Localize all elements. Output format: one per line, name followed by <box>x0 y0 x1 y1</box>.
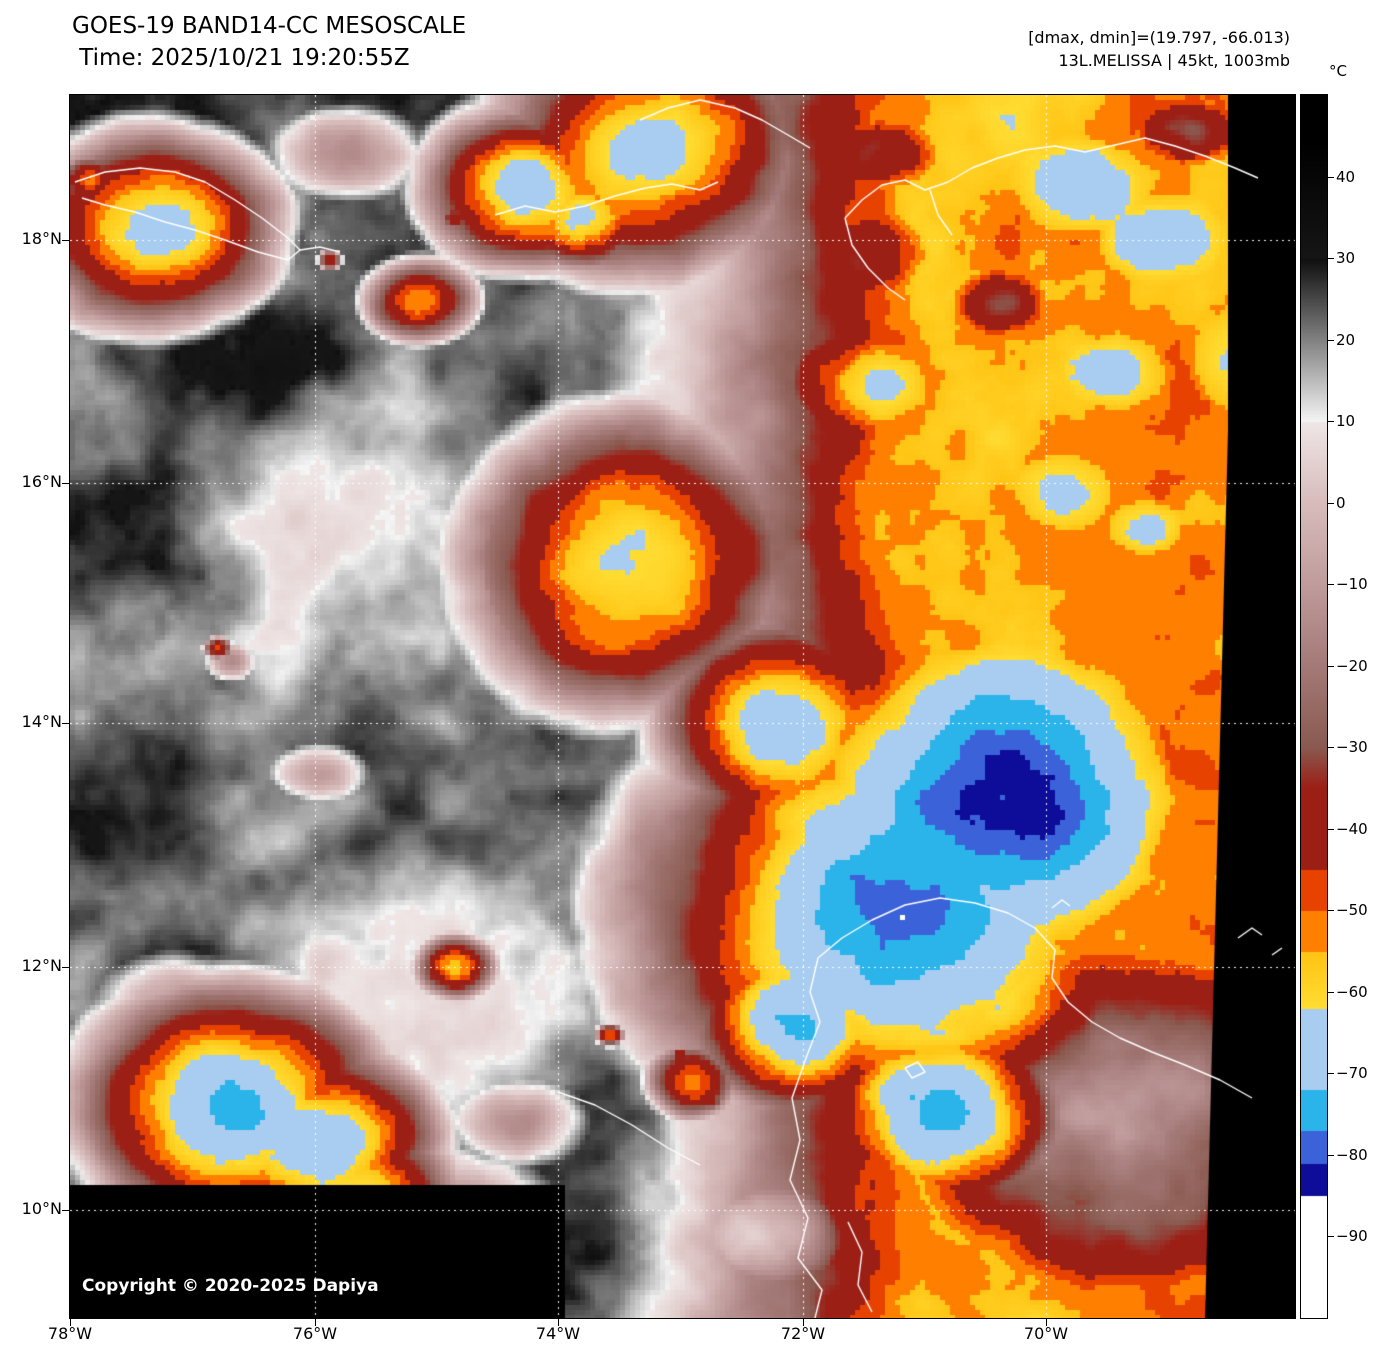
lat-tickmark <box>62 483 69 484</box>
colorbar-tick-label-30: 30 <box>1336 249 1356 267</box>
colorbar-tickmark <box>1328 1073 1334 1074</box>
lon-tick-label-74W: 74°W <box>535 1324 581 1343</box>
satellite-imagery-canvas <box>70 95 1295 1318</box>
colorbar-tick-label-40: 40 <box>1336 168 1356 186</box>
lon-tickmark <box>315 1319 316 1326</box>
lon-tick-label-78W: 78°W <box>47 1324 93 1343</box>
lon-tick-label-70W: 70°W <box>1023 1324 1069 1343</box>
colorbar-tick-label--60: −60 <box>1336 983 1368 1001</box>
lon-tickmark <box>558 1319 559 1326</box>
colorbar-tick-label--20: −20 <box>1336 657 1368 675</box>
lon-tickmark <box>803 1319 804 1326</box>
colorbar-tickmark <box>1328 666 1334 667</box>
colorbar-tickmark <box>1328 1236 1334 1237</box>
lon-tick-label-72W: 72°W <box>780 1324 826 1343</box>
lat-tick-label-12N: 12°N <box>21 956 62 975</box>
colorbar-tick-label-0: 0 <box>1336 494 1346 512</box>
colorbar-tickmark <box>1328 503 1334 504</box>
colorbar-tickmark <box>1328 747 1334 748</box>
map-plot-area: Copyright © 2020-2025 Dapiya <box>70 95 1295 1318</box>
lat-tickmark <box>62 723 69 724</box>
dmax-dmin-readout: [dmax, dmin]=(19.797, -66.013) <box>1028 28 1290 47</box>
colorbar-tickmark <box>1328 584 1334 585</box>
colorbar <box>1301 95 1327 1318</box>
colorbar-canvas <box>1301 95 1327 1318</box>
colorbar-tickmark <box>1328 340 1334 341</box>
colorbar-tickmark <box>1328 910 1334 911</box>
figure-title: GOES-19 BAND14-CC MESOSCALE <box>72 13 467 39</box>
lat-tickmark <box>62 240 69 241</box>
figure-header-right: [dmax, dmin]=(19.797, -66.013) 13L.MELIS… <box>1028 26 1290 72</box>
colorbar-tick-label--80: −80 <box>1336 1146 1368 1164</box>
colorbar-tick-label--90: −90 <box>1336 1227 1368 1245</box>
colorbar-tick-label-10: 10 <box>1336 412 1356 430</box>
colorbar-unit-label: °C <box>1329 62 1347 80</box>
colorbar-tickmark <box>1328 177 1334 178</box>
lat-tick-label-14N: 14°N <box>21 712 62 731</box>
colorbar-tickmark <box>1328 1155 1334 1156</box>
colorbar-tickmark <box>1328 829 1334 830</box>
figure-timestamp: Time: 2025/10/21 19:20:55Z <box>72 45 410 71</box>
colorbar-tick-label--10: −10 <box>1336 575 1368 593</box>
copyright-watermark: Copyright © 2020-2025 Dapiya <box>82 1276 379 1296</box>
colorbar-tickmark <box>1328 258 1334 259</box>
colorbar-tick-label--50: −50 <box>1336 901 1368 919</box>
lat-tick-label-18N: 18°N <box>21 229 62 248</box>
lat-tickmark <box>62 967 69 968</box>
figure-header-left: GOES-19 BAND14-CC MESOSCALE Time: 2025/1… <box>72 10 466 74</box>
colorbar-tick-label--30: −30 <box>1336 738 1368 756</box>
colorbar-tick-label--70: −70 <box>1336 1064 1368 1082</box>
colorbar-tick-label--40: −40 <box>1336 820 1368 838</box>
colorbar-tick-label-20: 20 <box>1336 331 1356 349</box>
storm-info: 13L.MELISSA | 45kt, 1003mb <box>1058 51 1290 70</box>
colorbar-tickmark <box>1328 421 1334 422</box>
colorbar-tickmark <box>1328 992 1334 993</box>
lat-tick-label-10N: 10°N <box>21 1199 62 1218</box>
lon-tickmark <box>70 1319 71 1326</box>
lat-tick-label-16N: 16°N <box>21 472 62 491</box>
lat-tickmark <box>62 1210 69 1211</box>
lon-tickmark <box>1046 1319 1047 1326</box>
lon-tick-label-76W: 76°W <box>292 1324 338 1343</box>
